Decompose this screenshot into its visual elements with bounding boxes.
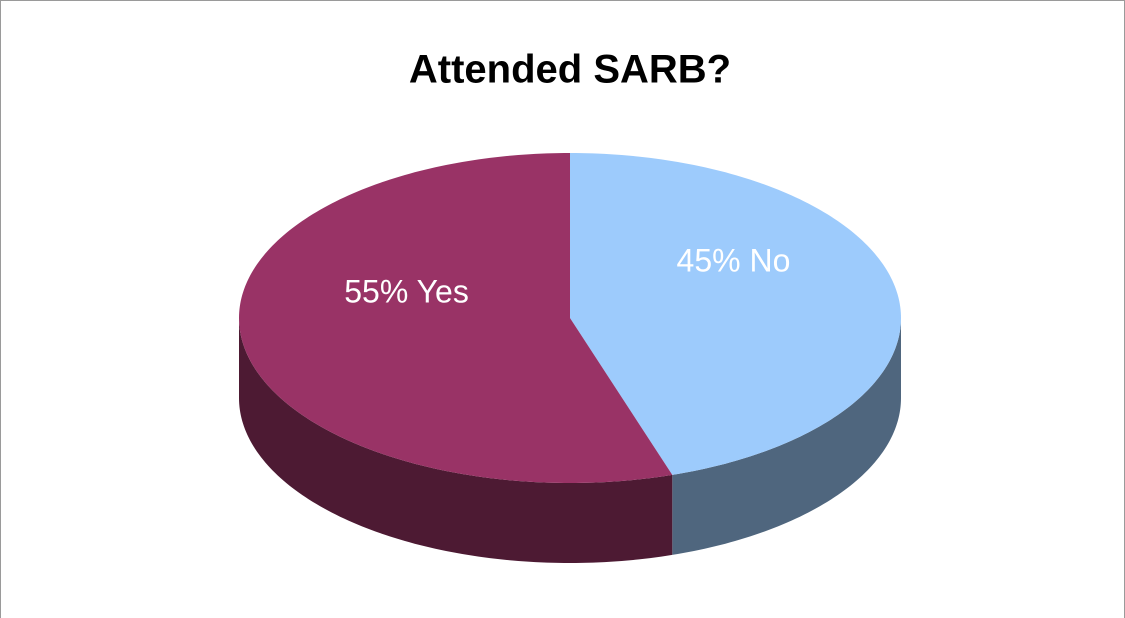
pie-slice-side [239,318,673,563]
data-label: 55% Yes [344,273,469,309]
pie-slice [570,153,901,475]
pie-slice [239,153,673,483]
pie-slice-side [672,318,901,555]
chart-title: Attended SARB? [409,48,731,92]
data-label: 45% No [677,243,791,279]
